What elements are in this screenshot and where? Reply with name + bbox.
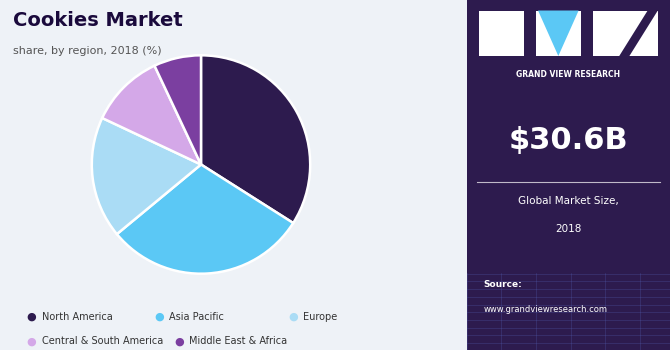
Text: Asia Pacific: Asia Pacific bbox=[169, 312, 224, 322]
FancyBboxPatch shape bbox=[479, 10, 524, 56]
Wedge shape bbox=[201, 55, 310, 223]
Text: Middle East & Africa: Middle East & Africa bbox=[189, 336, 287, 346]
Text: Global Market Size,: Global Market Size, bbox=[518, 196, 619, 206]
Wedge shape bbox=[117, 164, 293, 274]
Polygon shape bbox=[538, 10, 579, 56]
Text: GRAND VIEW RESEARCH: GRAND VIEW RESEARCH bbox=[517, 70, 620, 79]
Text: Europe: Europe bbox=[303, 312, 337, 322]
FancyBboxPatch shape bbox=[536, 10, 581, 56]
Text: share, by region, 2018 (%): share, by region, 2018 (%) bbox=[13, 46, 162, 56]
Polygon shape bbox=[619, 10, 658, 56]
Text: Central & South America: Central & South America bbox=[42, 336, 163, 346]
Text: ●: ● bbox=[154, 312, 164, 322]
FancyBboxPatch shape bbox=[593, 10, 658, 56]
Wedge shape bbox=[103, 66, 201, 164]
Text: www.grandviewresearch.com: www.grandviewresearch.com bbox=[483, 304, 607, 314]
Text: $30.6B: $30.6B bbox=[509, 126, 628, 154]
Text: North America: North America bbox=[42, 312, 113, 322]
Text: Cookies Market: Cookies Market bbox=[13, 10, 183, 29]
Text: ●: ● bbox=[27, 312, 37, 322]
Text: ●: ● bbox=[27, 336, 37, 346]
Text: Source:: Source: bbox=[483, 280, 522, 289]
Text: ●: ● bbox=[288, 312, 298, 322]
Text: ●: ● bbox=[174, 336, 184, 346]
Text: 2018: 2018 bbox=[555, 224, 582, 234]
Wedge shape bbox=[155, 55, 201, 164]
Wedge shape bbox=[92, 118, 201, 234]
